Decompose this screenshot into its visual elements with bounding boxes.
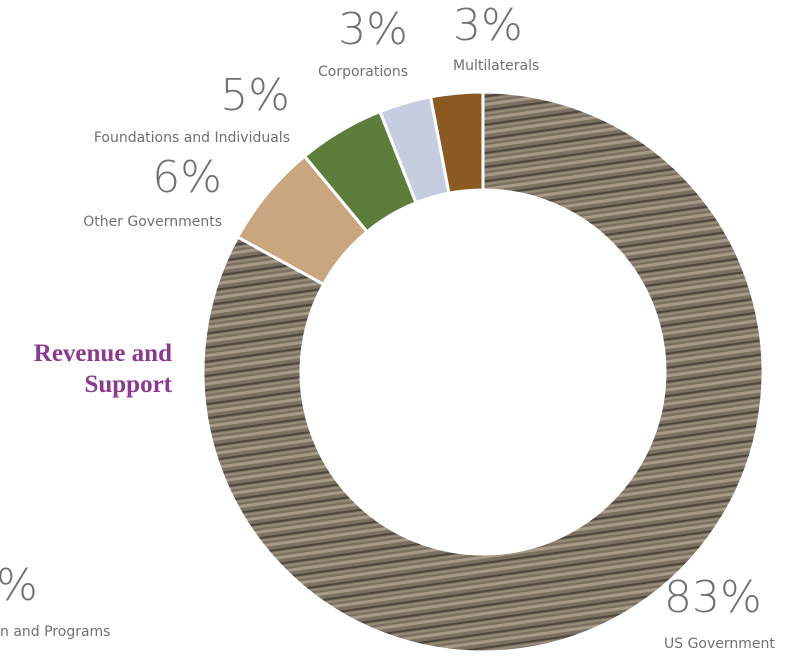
legend-label: Other Governments <box>83 214 222 230</box>
legend-label: Foundations and Individuals <box>94 130 290 146</box>
data-label: 6% <box>152 152 222 203</box>
annotation: n and Programs <box>0 624 110 640</box>
chart-title: Revenue and Support <box>33 340 172 398</box>
donut-segment <box>201 90 765 654</box>
legend-label: Multilaterals <box>453 58 539 74</box>
data-label: 5% <box>220 70 290 121</box>
data-label: 3% <box>453 0 523 51</box>
data-label: 3% <box>338 4 408 55</box>
data-label: 83% <box>664 572 762 623</box>
legend-label: US Government <box>664 636 775 652</box>
legend-label: Corporations <box>318 64 408 80</box>
annotation: % <box>0 560 38 611</box>
